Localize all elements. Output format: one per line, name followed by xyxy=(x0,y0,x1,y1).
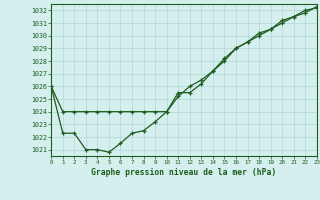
X-axis label: Graphe pression niveau de la mer (hPa): Graphe pression niveau de la mer (hPa) xyxy=(92,168,276,177)
